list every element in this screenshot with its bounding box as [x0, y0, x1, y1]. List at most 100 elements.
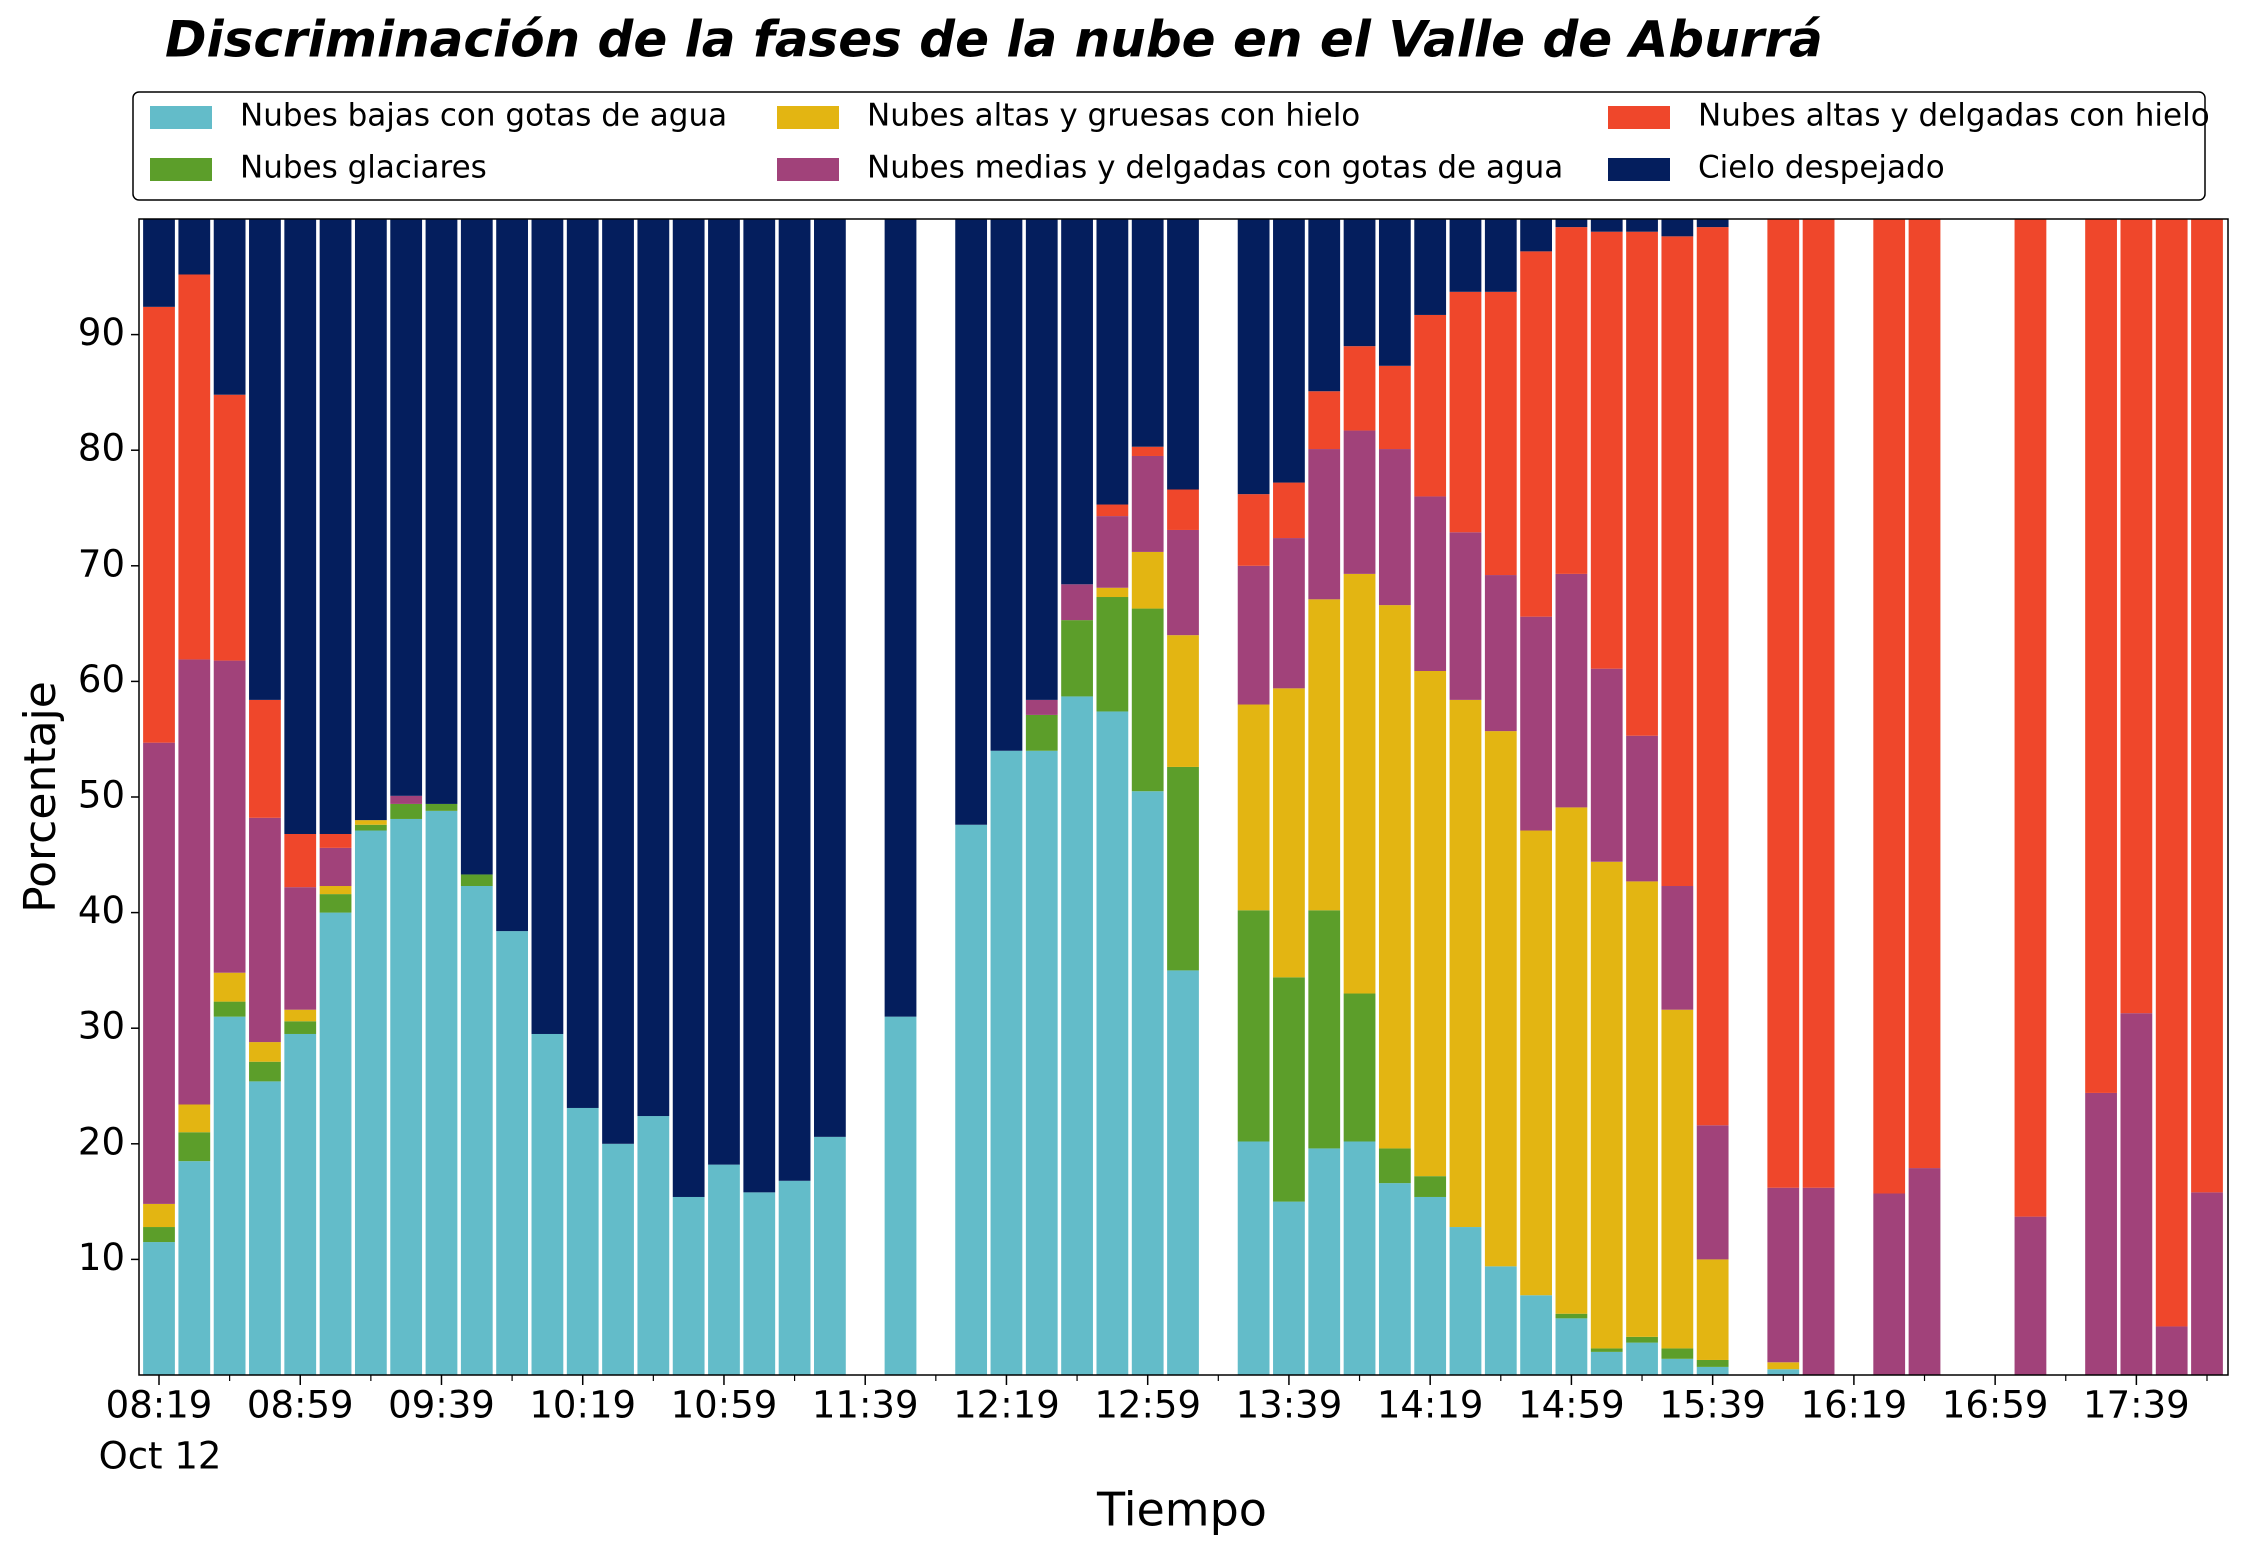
bar-segment: [1414, 1176, 1447, 1197]
bar-segment: [1167, 219, 1199, 490]
bar-segment: [1273, 1201, 1305, 1375]
bar-segment: [1590, 668, 1623, 862]
bar-segment: [1414, 496, 1447, 671]
bar-segment: [1661, 219, 1694, 237]
bar-segment: [390, 219, 423, 796]
bar-segment: [143, 742, 175, 1204]
x-tick-label: 16:19: [1801, 1384, 1908, 1427]
bar-segment: [1626, 735, 1658, 882]
bar-segment: [1096, 219, 1129, 505]
bar-segment: [425, 810, 458, 1375]
bar-segment: [672, 219, 705, 1197]
bar-segment: [284, 1021, 317, 1034]
bar-segment: [1096, 597, 1129, 712]
bar-segment: [319, 894, 352, 913]
bar-segment: [1131, 791, 1164, 1375]
bar-segment: [213, 1016, 246, 1375]
bar-segment: [1273, 688, 1305, 978]
bar-segment: [213, 394, 246, 661]
bar-segment: [284, 887, 317, 1010]
x-tick-label: 11:39: [812, 1384, 919, 1427]
bar-segment: [390, 795, 423, 804]
bar-segment: [1167, 635, 1199, 767]
bar-segment: [1343, 573, 1376, 994]
bar-segment: [1626, 1336, 1658, 1343]
bar-segment: [1520, 616, 1552, 831]
bar-segment: [1096, 711, 1129, 1375]
bar-segment: [1696, 227, 1729, 1126]
bar-segment: [637, 1116, 670, 1375]
y-tick-label: 10: [78, 1236, 125, 1279]
bar-segment: [143, 219, 175, 307]
bar-segment: [1555, 807, 1588, 1314]
bar-segment: [1131, 446, 1164, 456]
bar-segment: [249, 817, 281, 1043]
bar-segment: [1908, 219, 1941, 1169]
bar-segment: [1661, 1358, 1694, 1375]
bar-segment: [178, 659, 211, 1105]
bar-segment: [1520, 219, 1552, 252]
x-tick-label: 10:59: [671, 1384, 778, 1427]
bar-segment: [1096, 504, 1129, 517]
bar-segment: [1378, 605, 1411, 1149]
bar-segment: [1873, 219, 1906, 1194]
bar-segment: [566, 219, 599, 1108]
bar-segment: [1590, 1351, 1623, 1375]
bar-segment: [2191, 219, 2223, 1193]
bar-segment: [354, 830, 387, 1375]
bar-segment: [1873, 1193, 1906, 1375]
x-tick-label: 14:19: [1377, 1384, 1484, 1427]
bar-segment: [1237, 1141, 1270, 1375]
bar-segment: [178, 274, 211, 660]
bar-segment: [319, 847, 352, 887]
bar-segment: [284, 1033, 317, 1375]
bar-segment: [213, 660, 246, 973]
bar-segment: [1378, 219, 1411, 366]
y-axis-label: Porcentaje: [15, 681, 66, 913]
bar-segment: [1273, 219, 1305, 483]
legend-swatch: [150, 106, 212, 129]
bar-segment: [143, 1203, 175, 1228]
bar-segment: [354, 824, 387, 831]
bar-segment: [531, 219, 564, 1034]
x-tick-label: 15:39: [1659, 1384, 1766, 1427]
bar-segment: [1378, 449, 1411, 606]
bar-segment: [460, 886, 493, 1375]
bar-segment: [1696, 1259, 1729, 1360]
bar-segment: [1802, 219, 1835, 1188]
bar-segment: [354, 820, 387, 825]
x-axis-label: Tiempo: [1096, 1483, 1267, 1537]
bar-segment: [390, 818, 423, 1375]
bar-segment: [143, 306, 175, 743]
legend-swatch: [1608, 158, 1670, 181]
bar-segment: [1061, 584, 1093, 621]
bar-segment: [1661, 886, 1694, 1010]
bar-segment: [1237, 219, 1270, 495]
y-tick-label: 20: [78, 1120, 125, 1163]
bar-segment: [1661, 1009, 1694, 1349]
x-tick-label: 08:19: [106, 1384, 213, 1427]
legend-label: Cielo despejado: [1698, 150, 1945, 186]
x-tick-label: 09:39: [388, 1384, 495, 1427]
bar-segment: [1237, 494, 1270, 566]
bar-segment: [1414, 670, 1447, 1177]
bar-segment: [1555, 1318, 1588, 1375]
legend-label: Nubes altas y gruesas con hielo: [867, 98, 1360, 134]
bar-segment: [884, 1016, 917, 1375]
legend-swatch: [150, 158, 212, 181]
bar-segment: [178, 1104, 211, 1133]
bar-segment: [1061, 620, 1093, 697]
bar-segment: [1167, 766, 1199, 971]
bar-segment: [1484, 219, 1517, 292]
bar-segment: [778, 219, 811, 1181]
bar-segment: [1590, 231, 1623, 669]
bar-segment: [1343, 1141, 1376, 1375]
bar-segment: [1167, 970, 1199, 1375]
bar-segment: [1414, 314, 1447, 497]
bar-segment: [1308, 219, 1341, 392]
bar-segment: [1308, 1148, 1341, 1375]
bar-segment: [249, 699, 281, 818]
bar-segment: [1802, 1187, 1835, 1375]
bar-segment: [1449, 1227, 1482, 1375]
bar-segment: [1167, 489, 1199, 530]
